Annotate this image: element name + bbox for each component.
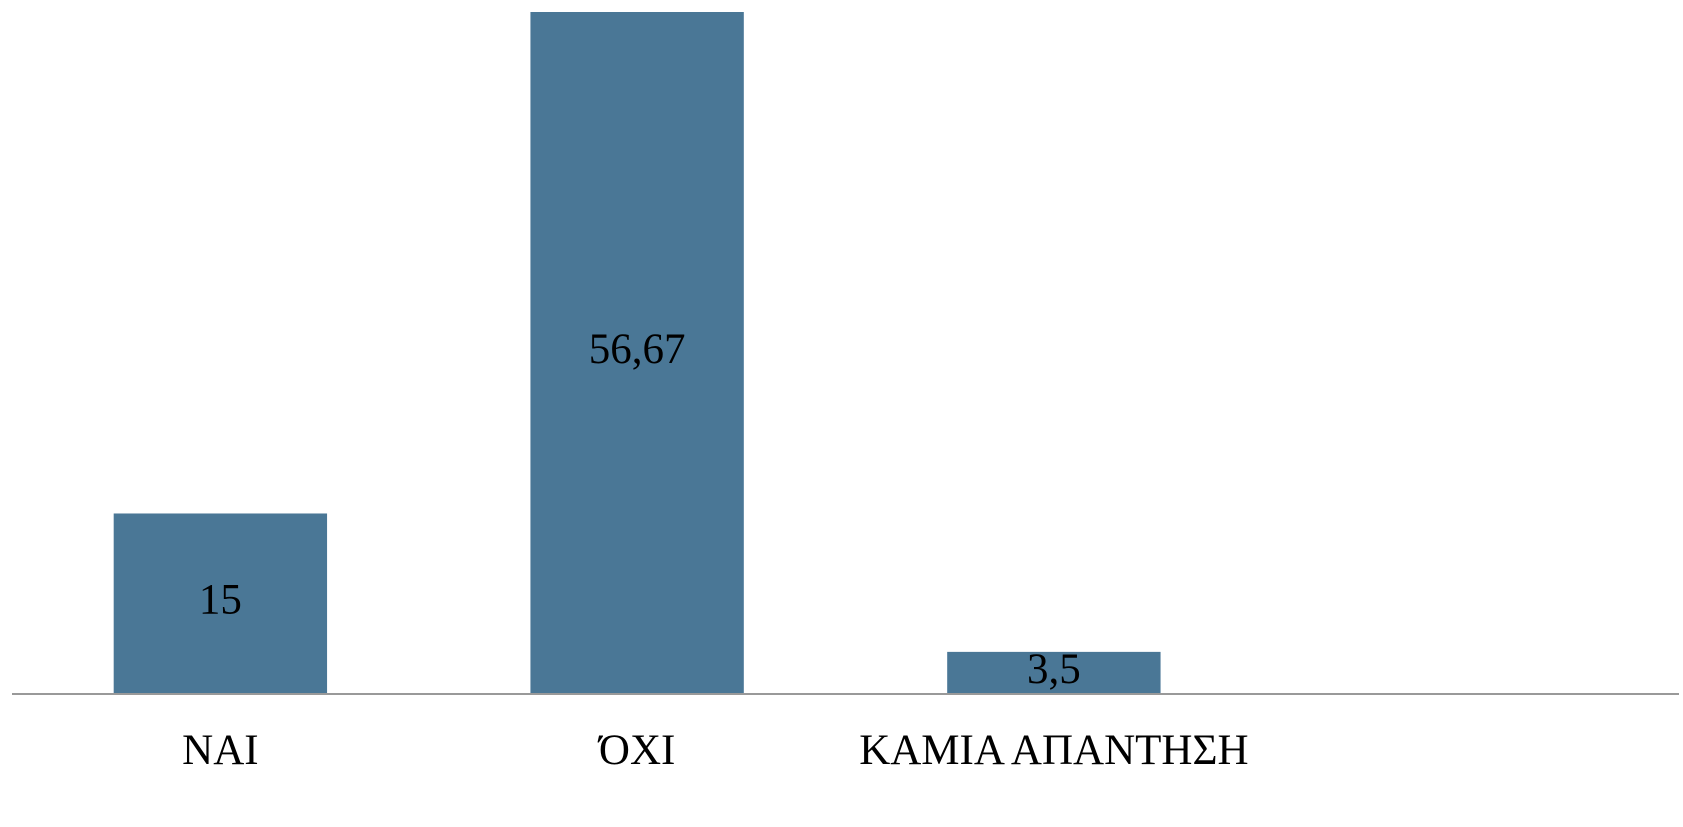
x-tick-label: ΚΑΜΙΑ ΑΠΑΝΤΗΣΗ xyxy=(859,727,1249,774)
bar xyxy=(947,651,1161,694)
bar xyxy=(530,12,744,694)
data-label: 15 xyxy=(199,577,242,624)
x-tick-label: ΝΑΙ xyxy=(182,727,259,774)
x-tick-label: ΌΧΙ xyxy=(598,727,676,774)
data-label: 3,5 xyxy=(1027,646,1081,693)
data-label: 56,67 xyxy=(589,326,686,373)
bar xyxy=(113,513,328,694)
